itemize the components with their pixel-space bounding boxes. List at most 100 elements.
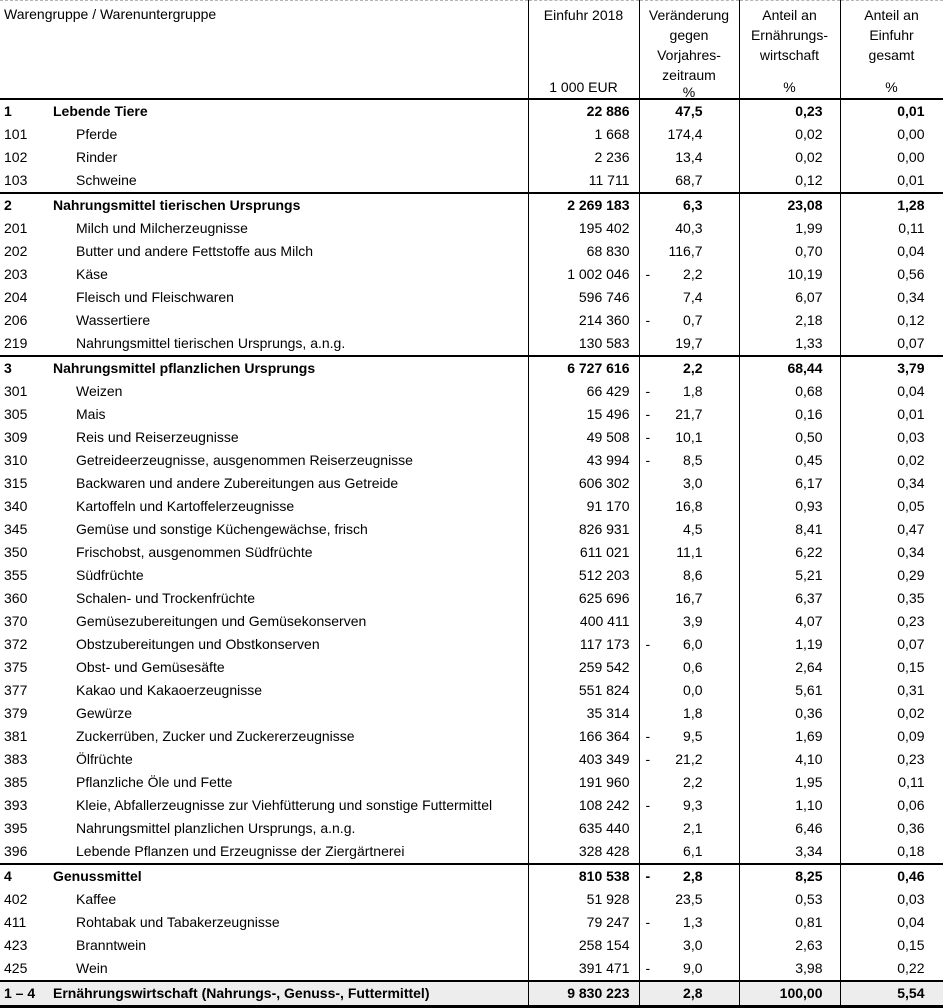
change-value: 2,8 — [683, 985, 703, 1001]
share-einfuhr-value: 0,36 — [840, 817, 943, 840]
row-code: 201 — [4, 220, 28, 236]
name-cell: 2 Nahrungsmittel tierischen Ursprungs — [0, 192, 529, 217]
row-code: 395 — [4, 820, 28, 836]
einfuhr-value: 166 364 — [528, 725, 640, 748]
row-label: Getreideerzeugnisse, ausgenommen Reiserz… — [76, 452, 413, 468]
row-code: 103 — [4, 172, 28, 188]
share-einfuhr-value: 0,01 — [840, 169, 943, 193]
change-value: 11,1 — [676, 544, 703, 560]
table-row: 360 Schalen- und Trockenfrüchte 625 696 16,… — [0, 587, 943, 610]
name-cell: 201 Milch und Milcherzeugnisse — [0, 217, 529, 240]
change-cell: - 9,0 — [639, 957, 740, 981]
row-label: Reis und Reiserzeugnisse — [76, 429, 239, 445]
row-label: Obstzubereitungen und Obstkonserven — [76, 636, 320, 652]
einfuhr-value: 15 496 — [528, 403, 640, 426]
minus-sign: - — [645, 429, 651, 445]
row-code: 372 — [4, 636, 28, 652]
change-value: 23,5 — [675, 891, 703, 907]
row-label: Wassertiere — [76, 312, 151, 328]
share-ernaehrung-value: 3,34 — [739, 840, 841, 864]
einfuhr-value: 214 360 — [528, 309, 640, 332]
name-cell: 204 Fleisch und Fleischwaren — [0, 286, 529, 309]
table-row: 370 Gemüsezubereitungen und Gemüsekonserv… — [0, 610, 943, 633]
row-label: Rinder — [76, 149, 118, 165]
row-code: 206 — [4, 312, 28, 328]
name-cell: 3 Nahrungsmittel pflanzlichen Ursprungs — [0, 355, 529, 380]
row-code: 3 — [4, 360, 12, 376]
einfuhr-value: 258 154 — [528, 934, 640, 957]
change-cell: 0,0 — [639, 679, 740, 702]
share-ernaehrung-value: 0,45 — [739, 449, 841, 472]
table-row: 204 Fleisch und Fleischwaren 596 746 7,4 6,0… — [0, 286, 943, 309]
row-label: Backwaren und andere Zubereitungen aus G… — [76, 475, 399, 491]
change-cell: 6,1 — [639, 840, 740, 864]
veraenderung-title-line: zeitraum — [662, 67, 716, 83]
anteil-ernaehrung-title: Anteil an Ernährungs- wirtschaft — [751, 5, 828, 65]
einfuhr-value: 49 508 — [528, 426, 640, 449]
row-label: Kaffee — [76, 891, 117, 907]
table-row: 355 Südfrüchte 512 203 8,6 5,21 0,29 — [0, 564, 943, 587]
row-label: Schweine — [76, 172, 137, 188]
row-code: 360 — [4, 590, 28, 606]
change-cell: 16,7 — [639, 587, 740, 610]
name-cell: 305 Mais — [0, 403, 529, 426]
row-label: Nahrungsmittel pflanzlichen Ursprungs — [53, 360, 316, 376]
einfuhr-value: 596 746 — [528, 286, 640, 309]
name-cell: 375 Obst- und Gemüsesäfte — [0, 656, 529, 679]
row-label: Ölfrüchte — [76, 751, 133, 767]
table-header: Warengruppe / Warenuntergruppe Einfuhr 2… — [0, 0, 943, 100]
row-code: 4 — [4, 868, 12, 884]
change-value: 174,4 — [667, 126, 703, 142]
change-value: 6,1 — [683, 843, 703, 859]
share-einfuhr-value: 0,04 — [840, 911, 943, 934]
minus-sign: - — [645, 452, 651, 468]
anteil-einfuhr-title-line: gesamt — [868, 47, 915, 63]
share-einfuhr-value: 0,01 — [840, 403, 943, 426]
name-cell: 310 Getreideerzeugnisse, ausgenommen Reis… — [0, 449, 529, 472]
share-ernaehrung-value: 1,33 — [739, 332, 841, 356]
row-code: 375 — [4, 659, 28, 675]
share-ernaehrung-value: 0,68 — [739, 380, 841, 403]
share-einfuhr-value: 0,03 — [840, 888, 943, 911]
share-einfuhr-value: 0,00 — [840, 123, 943, 146]
change-value: 40,3 — [675, 220, 703, 236]
row-label: Zuckerrüben, Zucker und Zuckererzeugniss… — [76, 728, 355, 744]
name-cell: 379 Gewürze — [0, 702, 529, 725]
row-code: 2 — [4, 197, 12, 213]
einfuhr-value: 22 886 — [528, 98, 640, 123]
change-cell: 2,2 — [639, 355, 740, 380]
share-ernaehrung-value: 6,22 — [739, 541, 841, 564]
change-cell: 3,0 — [639, 472, 740, 495]
row-label: Pflanzliche Öle und Fette — [76, 774, 233, 790]
change-value: 7,4 — [683, 289, 703, 305]
share-einfuhr-value: 0,01 — [840, 98, 943, 123]
share-ernaehrung-value: 8,25 — [739, 863, 841, 888]
change-value: 68,7 — [675, 172, 703, 188]
column-header-anteil-ernaehrung: Anteil an Ernährungs- wirtschaft % — [739, 0, 841, 100]
column-header-warengruppe-label: Warengruppe / Warenuntergruppe — [4, 6, 217, 22]
einfuhr-value: 6 727 616 — [528, 355, 640, 380]
veraenderung-title: Veränderung gegen Vorjahres- zeitraum — [649, 5, 729, 85]
minus-sign: - — [645, 636, 651, 652]
table-row: 393 Kleie, Abfallerzeugnisse zur Viehfütt… — [0, 794, 943, 817]
row-code: 309 — [4, 429, 28, 445]
row-code: 204 — [4, 289, 28, 305]
change-value: 8,5 — [683, 452, 703, 468]
share-ernaehrung-value: 0,70 — [739, 240, 841, 263]
share-einfuhr-value: 0,11 — [840, 771, 943, 794]
change-value: 1,3 — [683, 914, 703, 930]
column-header-veraenderung: Veränderung gegen Vorjahres- zeitraum % — [639, 0, 740, 100]
row-label: Rohtabak und Tabakerzeugnisse — [76, 914, 280, 930]
share-einfuhr-value: 0,34 — [840, 541, 943, 564]
einfuhr-value: 611 021 — [528, 541, 640, 564]
change-cell: - 1,8 — [639, 380, 740, 403]
row-label: Frischobst, ausgenommen Südfrüchte — [76, 544, 313, 560]
share-einfuhr-value: 3,79 — [840, 355, 943, 380]
row-label: Lebende Tiere — [53, 103, 148, 119]
einfuhr-value: 79 247 — [528, 911, 640, 934]
share-ernaehrung-value: 0,02 — [739, 123, 841, 146]
table-row: 202 Butter und andere Fettstoffe aus Milc… — [0, 240, 943, 263]
share-einfuhr-value: 0,07 — [840, 332, 943, 356]
change-value: 4,5 — [683, 521, 703, 537]
table-row: 423 Branntwein 258 154 3,0 2,63 0,15 — [0, 934, 943, 957]
